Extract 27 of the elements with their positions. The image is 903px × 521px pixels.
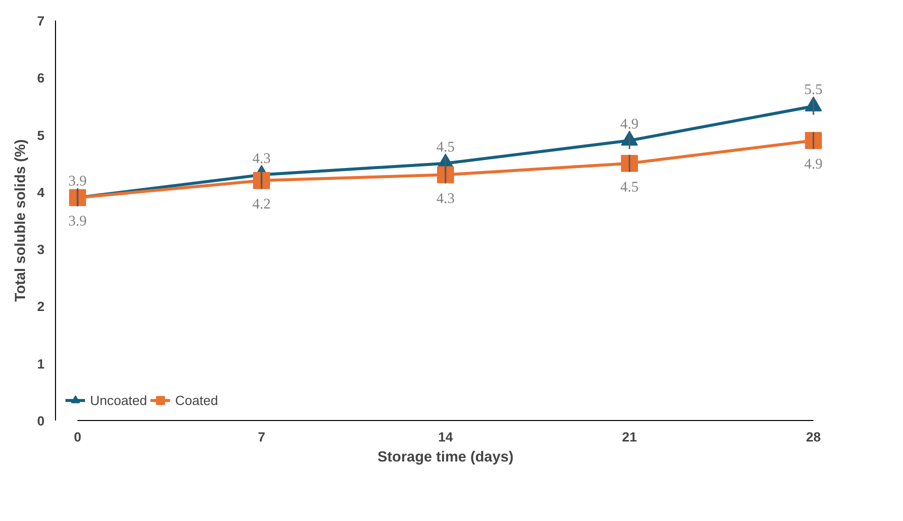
legend-label: Uncoated	[90, 392, 148, 408]
x-tick-label: 0	[74, 430, 82, 444]
data-label: 4.9	[620, 116, 639, 132]
data-label: 4.3	[252, 150, 271, 167]
data-label: 4.9	[804, 156, 823, 172]
data-label: 3.9	[68, 174, 87, 190]
data-label: 3.9	[68, 214, 87, 230]
y-axis-title: Total soluble solids (%)	[13, 139, 30, 302]
y-tick-label: 1	[37, 356, 46, 372]
y-tick-label: 0	[37, 414, 45, 428]
x-tick-label: 21	[622, 430, 638, 444]
y-tick-label: 5	[37, 128, 46, 143]
x-tick-label: 28	[806, 430, 821, 444]
y-tick-label: 6	[37, 70, 45, 86]
legend-label: Coated	[175, 392, 218, 408]
data-label: 4.2	[252, 196, 271, 212]
data-label: 4.3	[436, 190, 455, 207]
y-tick-label: 7	[37, 14, 45, 28]
x-axis-title: Storage time (days)	[377, 450, 514, 466]
data-label: 4.5	[620, 179, 639, 196]
y-tick-label: 4	[37, 184, 46, 200]
y-tick-label: 2	[37, 299, 45, 314]
data-label: 4.5	[436, 139, 455, 156]
data-label: 5.5	[804, 82, 823, 98]
x-tick-label: 7	[258, 430, 266, 444]
x-tick-label: 14	[438, 430, 454, 444]
y-tick-label: 3	[37, 242, 45, 258]
